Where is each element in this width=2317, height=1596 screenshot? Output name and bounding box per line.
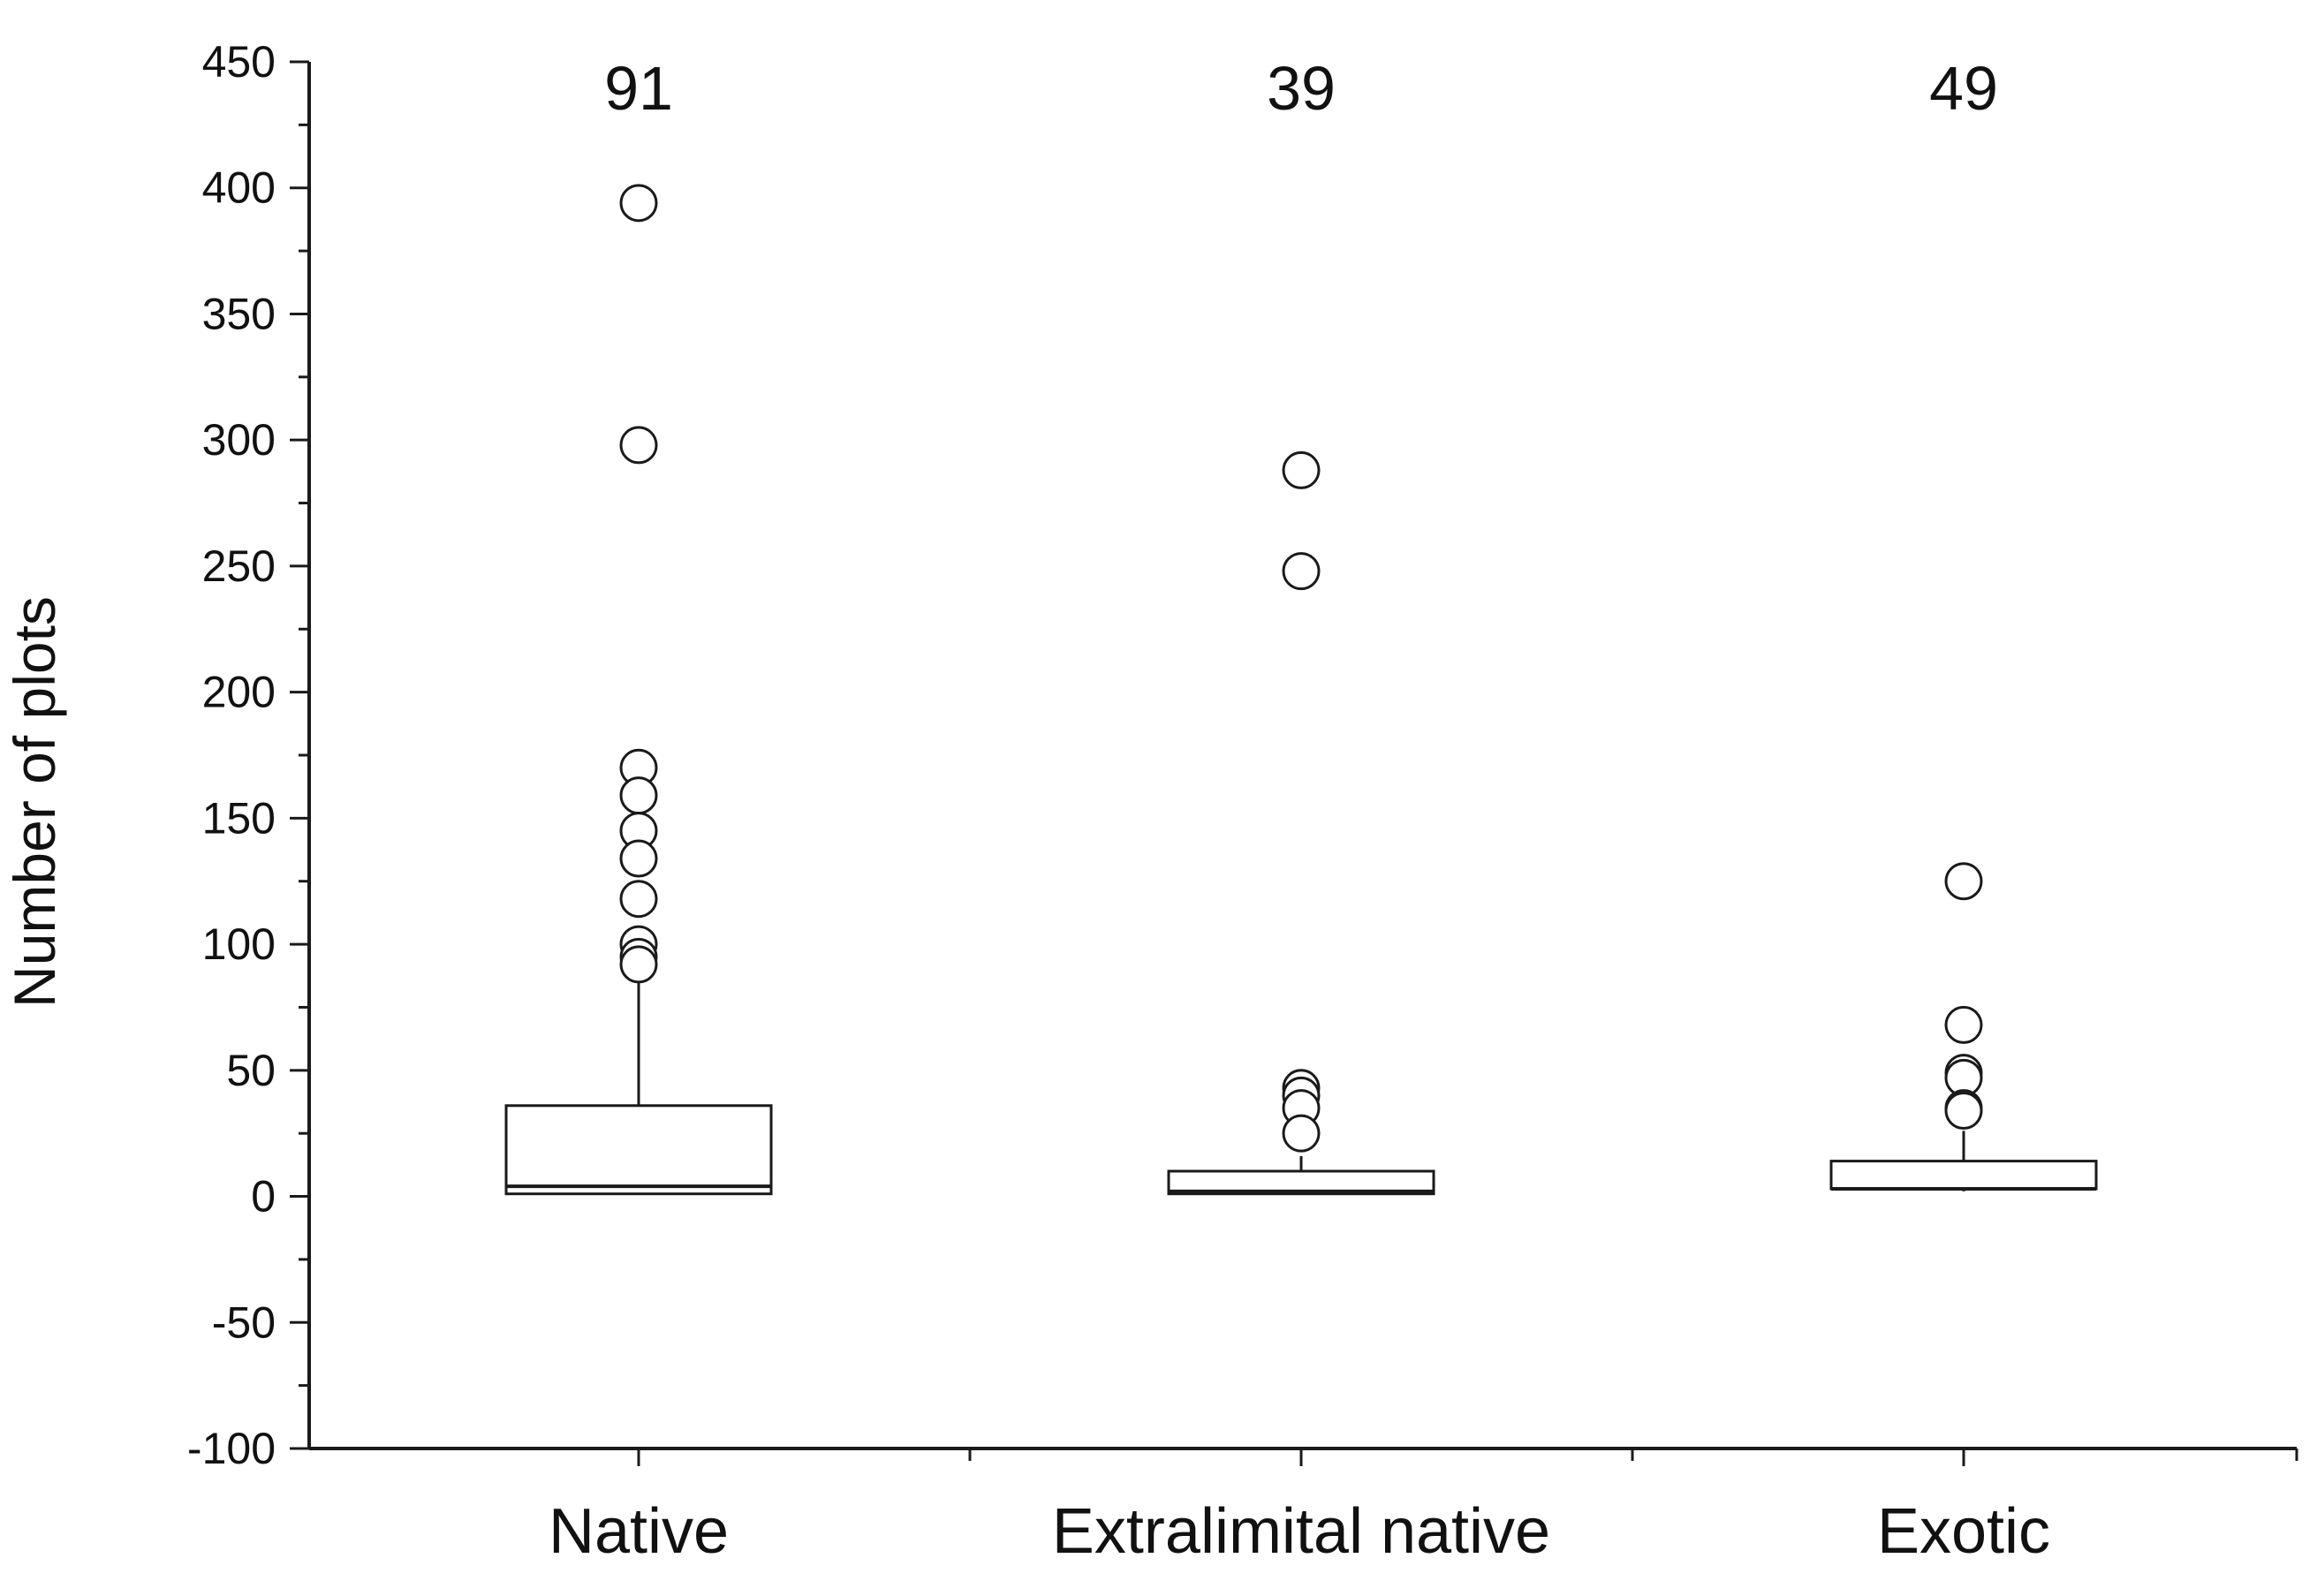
outlier-point: [1282, 450, 1321, 489]
y-tick-label: 350: [202, 289, 276, 338]
outlier-point: [1282, 552, 1321, 591]
y-tick-label: 150: [202, 793, 276, 843]
box-group: 91: [504, 54, 773, 1196]
sample-size-label: 91: [604, 54, 673, 123]
outlier-point: [619, 426, 658, 465]
box-group: 49: [1829, 54, 2098, 1191]
outlier-point: [1282, 1114, 1321, 1153]
iqr-box: [504, 1104, 773, 1196]
x-axis-ticks: Native Extralimital native Exotic: [549, 1449, 2298, 1567]
y-tick-label: 100: [202, 919, 276, 969]
outlier-point: [619, 776, 658, 815]
outlier-point: [619, 839, 658, 878]
y-tick-label: 50: [226, 1046, 276, 1095]
box-groups: 91 39 49: [504, 54, 2098, 1196]
y-tick-label: 200: [202, 668, 276, 717]
y-tick-label: 400: [202, 163, 276, 213]
outlier-point: [1944, 1005, 1983, 1044]
iqr-box: [1829, 1160, 2098, 1191]
outlier-point: [619, 184, 658, 223]
x-category-label: Native: [549, 1496, 729, 1567]
y-tick-label: -50: [212, 1297, 276, 1347]
y-tick-label: -100: [187, 1424, 276, 1473]
y-tick-label: 450: [202, 37, 276, 87]
y-axis-ticks: 450 400 350 300 250 200 150 100 50 0 -50 -100: [187, 37, 309, 1473]
x-category-label: Extralimital native: [1052, 1496, 1550, 1567]
y-tick-label: 250: [202, 541, 276, 591]
outlier-point: [1944, 1091, 1983, 1130]
box-group: 39: [1167, 54, 1435, 1196]
outlier-point: [619, 880, 658, 919]
y-tick-label: 300: [202, 415, 276, 465]
outlier-point: [619, 945, 658, 984]
sample-size-label: 39: [1267, 54, 1336, 123]
axes: [307, 62, 2297, 1450]
sample-size-label: 49: [1929, 54, 1998, 123]
outlier-point: [1944, 862, 1983, 901]
y-axis-title: Number of plots: [2, 596, 67, 1008]
y-tick-label: 0: [251, 1172, 276, 1222]
x-category-label: Exotic: [1877, 1496, 2050, 1567]
